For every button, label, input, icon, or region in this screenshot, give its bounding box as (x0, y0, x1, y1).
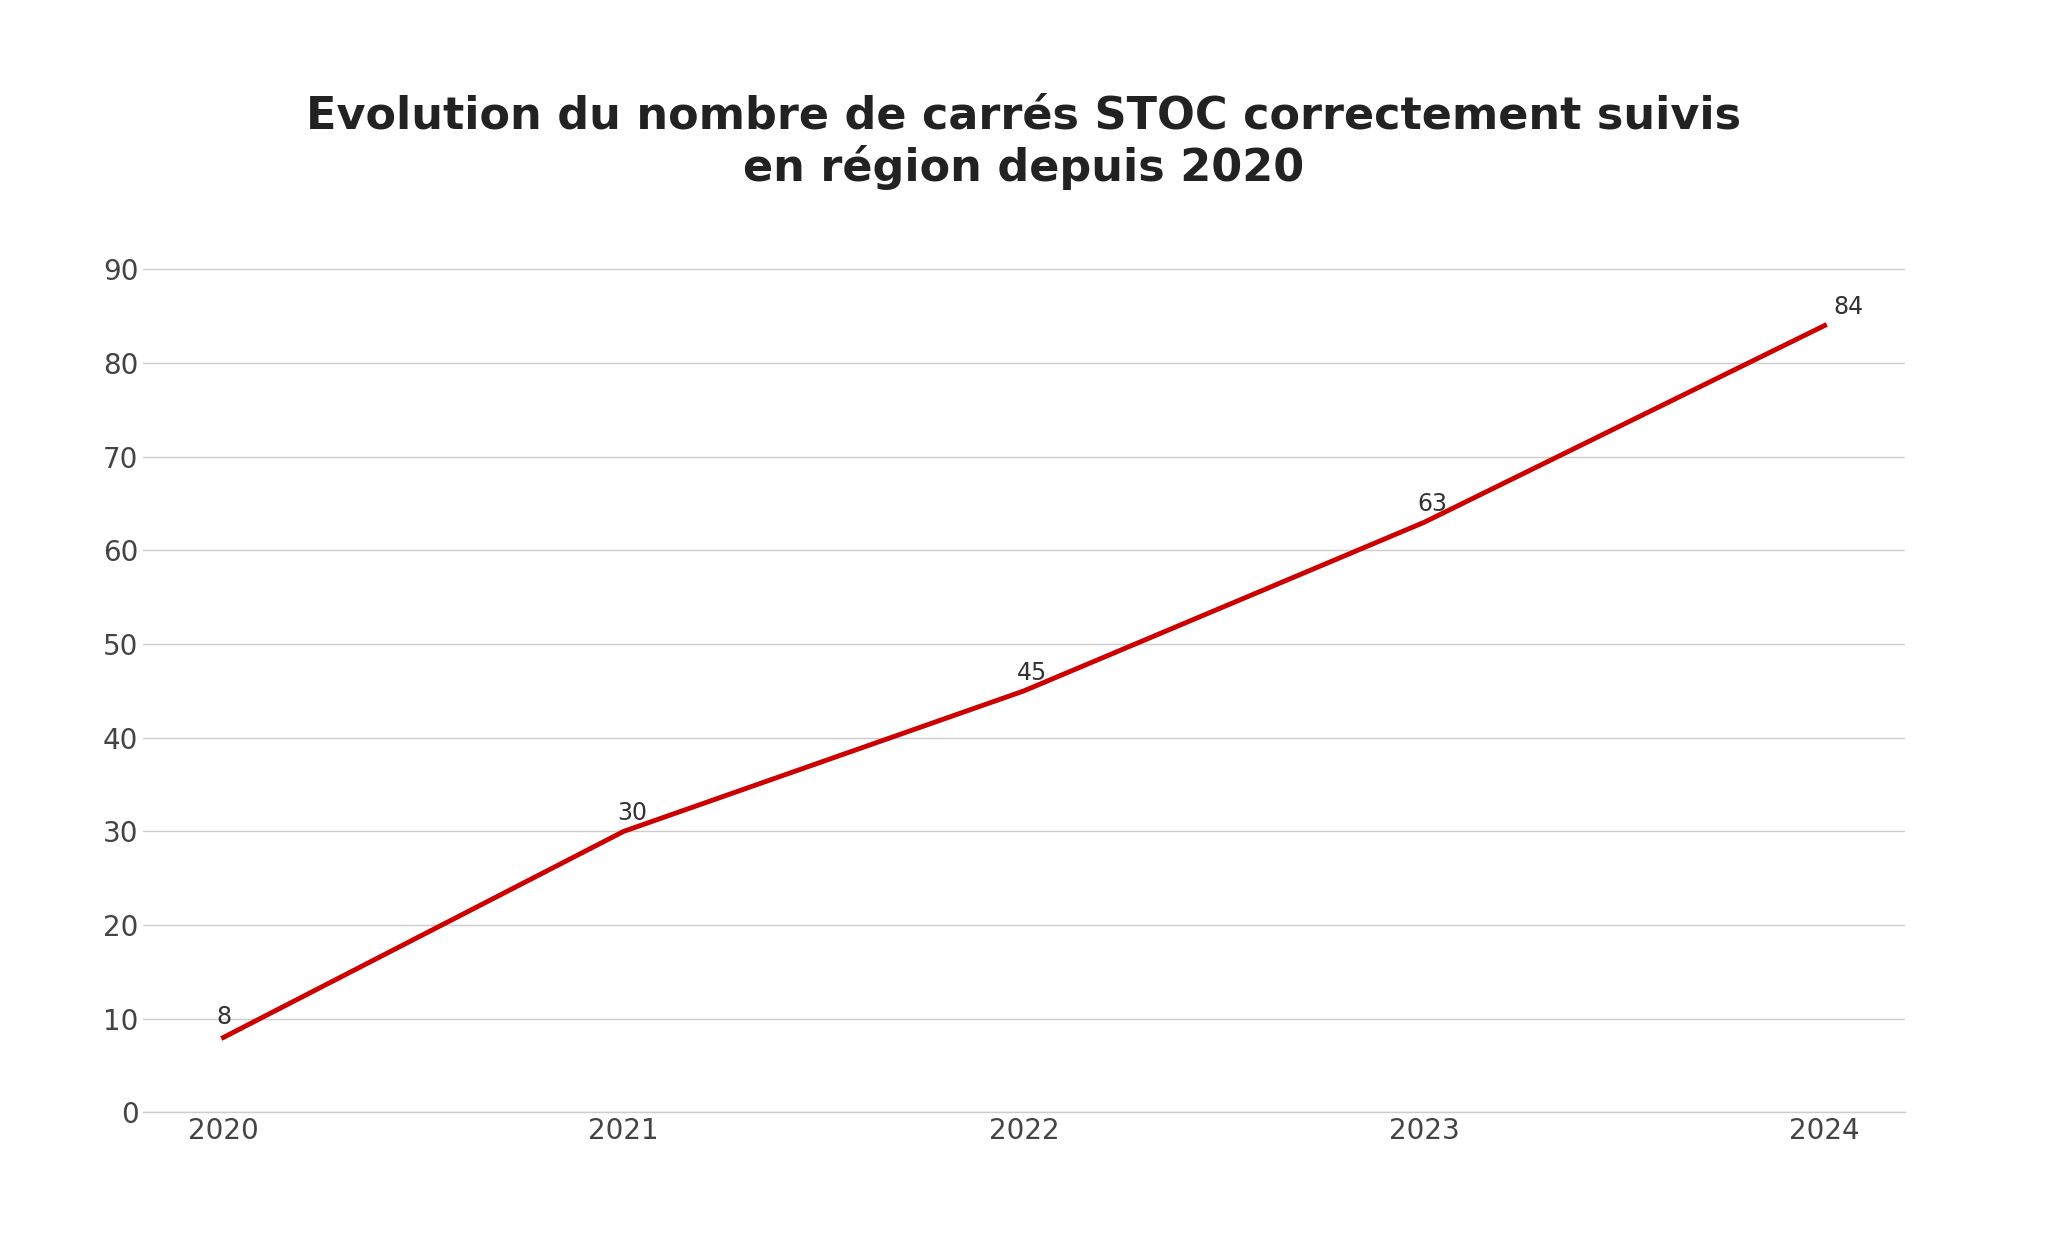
Text: 45: 45 (1018, 661, 1047, 685)
Text: 84: 84 (1833, 295, 1864, 319)
Text: 8: 8 (217, 1005, 231, 1028)
Text: 63: 63 (1417, 492, 1448, 517)
Text: 30: 30 (616, 801, 647, 826)
Title: Evolution du nombre de carrés STOC correctement suivis
en région depuis 2020: Evolution du nombre de carrés STOC corre… (307, 95, 1741, 190)
